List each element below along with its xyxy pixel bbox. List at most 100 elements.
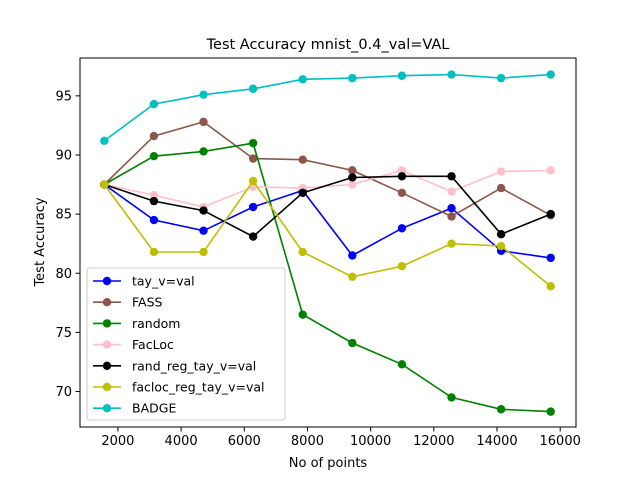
data-point: [149, 215, 159, 225]
series-4: [100, 172, 555, 241]
series-6: [100, 70, 555, 145]
data-point: [447, 70, 456, 79]
data-point: [397, 166, 407, 175]
series-3: [100, 166, 555, 212]
x-tick-label: 14000: [476, 434, 517, 449]
legend-label: FASS: [132, 295, 163, 310]
data-point: [496, 73, 506, 83]
series-line: [104, 169, 551, 208]
y-tick-label: 90: [55, 148, 72, 163]
legend-marker: [102, 319, 112, 328]
data-point: [248, 138, 258, 148]
x-tick-label: 16000: [540, 434, 581, 449]
data-point: [199, 226, 208, 235]
legend-label: BADGE: [132, 401, 176, 416]
data-point: [348, 166, 357, 175]
data-point: [397, 360, 407, 369]
legend-item: tay_v=val: [93, 274, 195, 289]
data-point: [199, 147, 208, 156]
data-point: [100, 180, 109, 189]
series-line: [104, 175, 552, 238]
data-point: [298, 188, 307, 198]
data-point: [397, 71, 407, 80]
chart-title: Test Accuracy mnist_0.4_val=VAL: [206, 37, 450, 53]
series-5: [100, 176, 555, 291]
legend-label: rand_reg_tay_v=val: [132, 358, 256, 373]
data-point: [348, 272, 357, 281]
data-point: [447, 204, 456, 213]
legend-item: random: [93, 316, 180, 331]
data-point: [199, 247, 208, 257]
plot-frame: [79, 57, 577, 428]
legend-marker: [102, 276, 112, 286]
data-point: [248, 232, 258, 241]
y-axis: 70 75 80 85 90 95: [55, 89, 80, 400]
data-point: [496, 241, 506, 251]
data-point: [298, 155, 307, 164]
data-point: [149, 247, 159, 257]
legend: tay_v=val FASS random FacLoc rand_reg_tay_v=…: [86, 267, 286, 421]
data-point: [397, 261, 407, 271]
data-point: [447, 212, 456, 221]
data-point: [546, 282, 555, 291]
legend-label: tay_v=val: [132, 274, 195, 289]
legend-marker: [102, 361, 112, 370]
x-tick-label: 4000: [165, 434, 198, 449]
legend-box: [86, 267, 286, 421]
data-point: [397, 172, 407, 181]
data-point: [348, 173, 357, 182]
data-point: [248, 176, 258, 186]
series-line: [103, 183, 551, 259]
data-point: [149, 99, 159, 109]
data-point: [199, 206, 208, 215]
data-point: [496, 183, 506, 193]
legend-item: FacLoc: [93, 337, 174, 352]
data-point: [397, 224, 407, 233]
x-axis: 2000 4000 6000 8000 10000 12000 14000 16000: [101, 427, 581, 449]
data-point: [546, 166, 555, 175]
x-axis-label: No of points: [289, 456, 368, 471]
legend-label: facloc_reg_tay_v=val: [132, 380, 265, 395]
x-tick-label: 10000: [350, 434, 391, 449]
data-point: [348, 251, 357, 260]
data-point: [348, 338, 357, 348]
legend-marker: [102, 340, 112, 349]
data-point: [546, 407, 555, 416]
legend-label: random: [132, 316, 180, 331]
data-point: [546, 253, 555, 263]
y-tick-label: 95: [55, 89, 72, 104]
data-point: [447, 172, 456, 181]
y-tick-label: 85: [55, 208, 72, 223]
y-tick-label: 80: [55, 267, 72, 282]
legend-item: facloc_reg_tay_v=val: [93, 380, 265, 395]
data-point: [199, 90, 208, 99]
legend-marker: [102, 404, 112, 413]
y-axis-label: Test Accuracy: [33, 197, 48, 287]
x-tick-label: 2000: [101, 434, 134, 449]
series-line: [103, 179, 552, 287]
data-point: [149, 190, 159, 200]
data-point: [496, 230, 506, 239]
x-tick-label: 6000: [228, 434, 261, 449]
legend-item: rand_reg_tay_v=val: [93, 358, 256, 373]
series-line: [103, 142, 551, 413]
data-point: [248, 202, 258, 212]
data-point: [149, 196, 159, 206]
legend-item: BADGE: [93, 401, 176, 416]
legend-item: FASS: [93, 295, 163, 310]
data-point: [397, 188, 407, 198]
y-tick-label: 70: [55, 385, 72, 400]
data-point: [298, 247, 307, 257]
y-tick-label: 75: [55, 326, 72, 341]
data-point: [348, 73, 357, 83]
x-tick-label: 12000: [413, 434, 454, 449]
data-point: [298, 310, 307, 319]
data-point: [496, 405, 506, 414]
data-point: [447, 393, 456, 402]
data-point: [199, 117, 208, 127]
legend-marker: [102, 298, 112, 307]
data-point: [496, 167, 506, 176]
data-point: [546, 209, 555, 219]
legend-marker: [102, 382, 112, 392]
